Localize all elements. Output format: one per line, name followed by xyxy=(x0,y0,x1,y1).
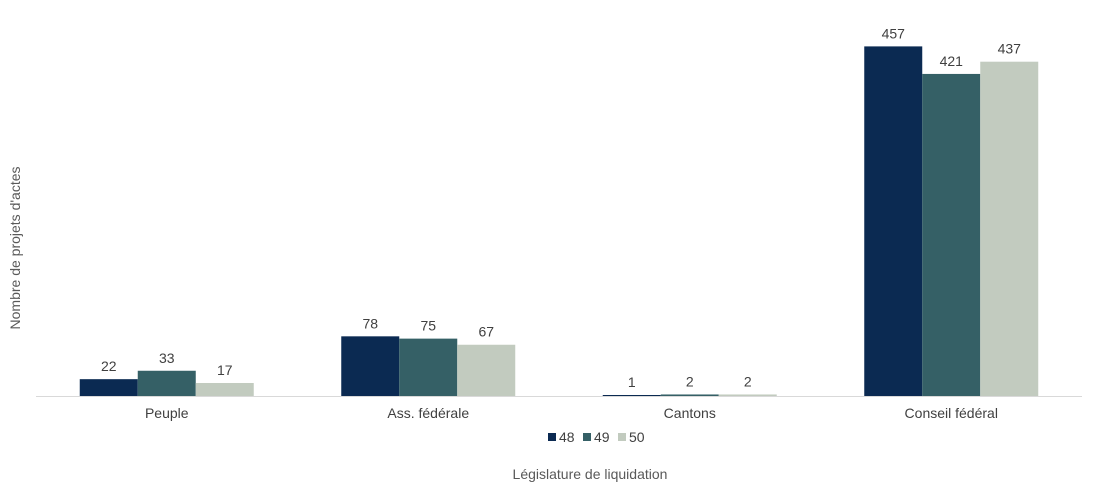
data-label-50-3: 437 xyxy=(998,41,1022,57)
data-label-49-0: 33 xyxy=(159,350,175,366)
bar-48-0 xyxy=(79,379,138,396)
x-tick-label-1: Ass. fédérale xyxy=(387,405,469,421)
legend-label-49: 49 xyxy=(594,429,610,445)
data-label-48-3: 457 xyxy=(882,25,906,41)
data-label-48-1: 78 xyxy=(362,315,378,331)
data-label-50-1: 67 xyxy=(478,324,494,340)
legend-label-48: 48 xyxy=(559,429,575,445)
bars-group xyxy=(79,46,1039,397)
data-label-50-2: 2 xyxy=(744,373,752,389)
bar-49-0 xyxy=(137,370,196,396)
bar-48-1 xyxy=(341,336,400,396)
bar-49-3 xyxy=(922,73,981,396)
data-label-49-3: 421 xyxy=(940,53,964,69)
bar-50-1 xyxy=(457,344,516,396)
bar-49-1 xyxy=(399,338,458,396)
bar-50-2 xyxy=(718,394,777,396)
data-label-49-1: 75 xyxy=(420,318,436,334)
x-tick-label-0: Peuple xyxy=(145,405,189,421)
x-axis-title: Législature de liquidation xyxy=(513,466,668,482)
data-label-49-2: 2 xyxy=(686,373,694,389)
data-label-48-2: 1 xyxy=(628,374,636,390)
legend-swatch-50 xyxy=(618,433,626,441)
bar-48-3 xyxy=(864,46,923,397)
legend: 48 49 50 xyxy=(548,429,645,445)
data-label-48-0: 22 xyxy=(101,358,117,374)
bar-48-2 xyxy=(602,395,661,396)
legend-swatch-48 xyxy=(548,433,556,441)
x-tick-label-3: Conseil fédéral xyxy=(905,405,998,421)
x-tick-labels: Peuple Ass. fédérale Cantons Conseil fédéra… xyxy=(145,405,998,421)
bar-50-0 xyxy=(195,382,254,396)
legend-swatch-49 xyxy=(583,433,591,441)
y-axis-title: Nombre de projets d'actes xyxy=(7,167,23,330)
legend-label-50: 50 xyxy=(629,429,645,445)
bar-49-2 xyxy=(660,394,719,396)
data-label-50-0: 17 xyxy=(217,362,233,378)
x-tick-label-2: Cantons xyxy=(664,405,716,421)
bar-50-3 xyxy=(980,61,1039,396)
